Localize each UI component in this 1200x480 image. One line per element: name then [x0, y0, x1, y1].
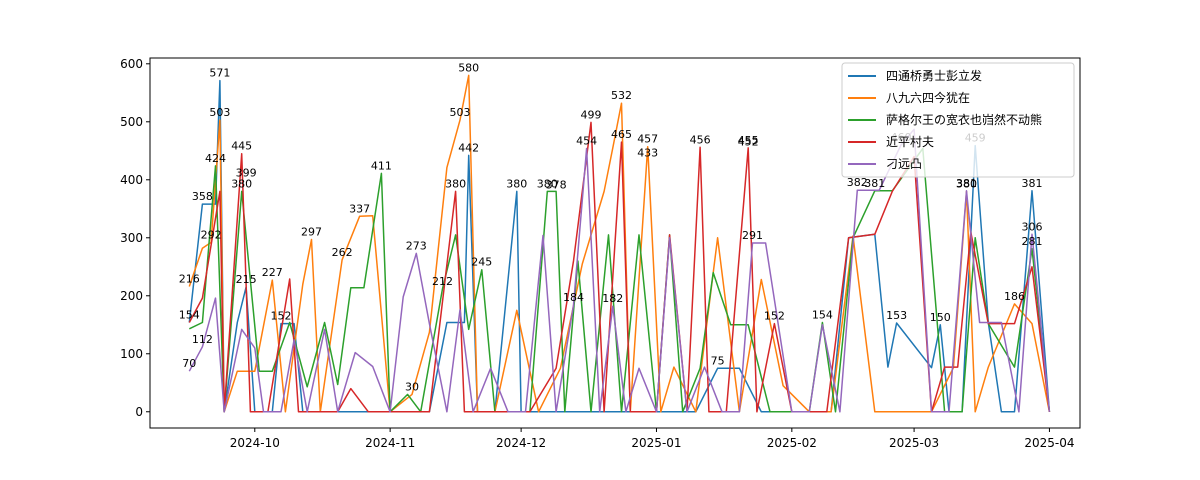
data-label: 152 — [764, 310, 785, 323]
data-label: 281 — [1022, 235, 1043, 248]
data-label: 445 — [231, 140, 252, 153]
data-label: 380 — [506, 177, 527, 190]
data-label: 75 — [711, 354, 725, 367]
data-label: 380 — [231, 177, 252, 190]
data-label: 152 — [271, 310, 292, 323]
data-label: 154 — [812, 309, 833, 322]
y-tick-label: 300 — [120, 231, 143, 245]
data-label: 465 — [611, 128, 632, 141]
y-tick-label: 500 — [120, 115, 143, 129]
series-lines — [188, 74, 1051, 413]
data-label: 382 — [847, 176, 868, 189]
legend-label: 萨格尔王の宽衣也岿然不动熊 — [886, 112, 1042, 127]
x-tick-label: 2024-10 — [230, 436, 280, 450]
x-tick-label: 2025-02 — [767, 436, 817, 450]
data-label: 262 — [332, 246, 353, 259]
data-label: 306 — [1022, 220, 1043, 233]
x-tick-label: 2025-03 — [889, 436, 939, 450]
data-label: 381 — [1022, 177, 1043, 190]
data-label: 273 — [406, 239, 427, 252]
data-label: 212 — [432, 275, 453, 288]
y-tick-label: 200 — [120, 289, 143, 303]
y-tick-label: 400 — [120, 173, 143, 187]
data-label: 580 — [458, 61, 479, 74]
data-label: 292 — [201, 228, 222, 241]
data-label: 442 — [458, 141, 479, 154]
data-label: 30 — [405, 380, 419, 393]
data-label: 154 — [179, 309, 200, 322]
data-label: 424 — [205, 152, 226, 165]
data-label: 452 — [738, 136, 759, 149]
data-label: 70 — [182, 357, 196, 370]
x-tick-label: 2025-04 — [1024, 436, 1074, 450]
data-label: 186 — [1004, 290, 1025, 303]
data-label: 358 — [192, 190, 213, 203]
x-tick-label: 2024-11 — [365, 436, 415, 450]
y-axis: 0 100 200 300 400 500 600 — [120, 57, 150, 419]
legend-label: 刁远凸 — [886, 157, 922, 171]
data-label: 297 — [301, 226, 322, 239]
data-label: 378 — [546, 179, 567, 192]
x-tick-label: 2024-12 — [496, 436, 546, 450]
data-label: 433 — [637, 147, 658, 160]
data-label: 411 — [371, 159, 392, 172]
data-label: 182 — [602, 292, 623, 305]
y-tick-label: 0 — [135, 405, 143, 419]
data-label: 457 — [637, 133, 658, 146]
data-label: 454 — [576, 135, 597, 148]
legend-label: 八九六四今犹在 — [886, 90, 970, 105]
data-label: 456 — [690, 133, 711, 146]
legend-label: 四通桥勇士彭立发 — [886, 68, 982, 83]
data-label: 503 — [450, 106, 471, 119]
y-tick-label: 600 — [120, 57, 143, 71]
legend-label: 近平村夫 — [886, 135, 934, 149]
plot-frame — [149, 57, 1081, 429]
data-label: 503 — [209, 106, 230, 119]
x-axis: 2024-10 2024-11 2024-12 2025-01 2025-02 2025-… — [230, 428, 1075, 450]
data-label: 216 — [179, 273, 200, 286]
data-label: 227 — [262, 266, 283, 279]
data-label: 215 — [236, 273, 257, 286]
data-label: 455 — [738, 134, 759, 147]
data-label: 571 — [209, 67, 230, 80]
data-label: 381 — [864, 177, 885, 190]
data-label: 112 — [192, 333, 213, 346]
data-label: 291 — [742, 229, 763, 242]
legend-box — [841, 62, 1075, 178]
data-label: 381 — [956, 177, 977, 190]
data-label: 380 — [445, 177, 466, 190]
data-label: 150 — [930, 311, 951, 324]
data-label: 399 — [236, 166, 257, 179]
data-label: 184 — [563, 291, 584, 304]
data-label: 153 — [886, 309, 907, 322]
data-label: 245 — [471, 256, 492, 269]
data-label: 380 — [956, 177, 977, 190]
y-tick-label: 100 — [120, 347, 143, 361]
x-tick-label: 2025-01 — [631, 436, 681, 450]
data-label: 337 — [349, 202, 370, 215]
data-label: 380 — [537, 177, 558, 190]
data-label: 532 — [611, 89, 632, 102]
data-label: 499 — [581, 108, 602, 121]
